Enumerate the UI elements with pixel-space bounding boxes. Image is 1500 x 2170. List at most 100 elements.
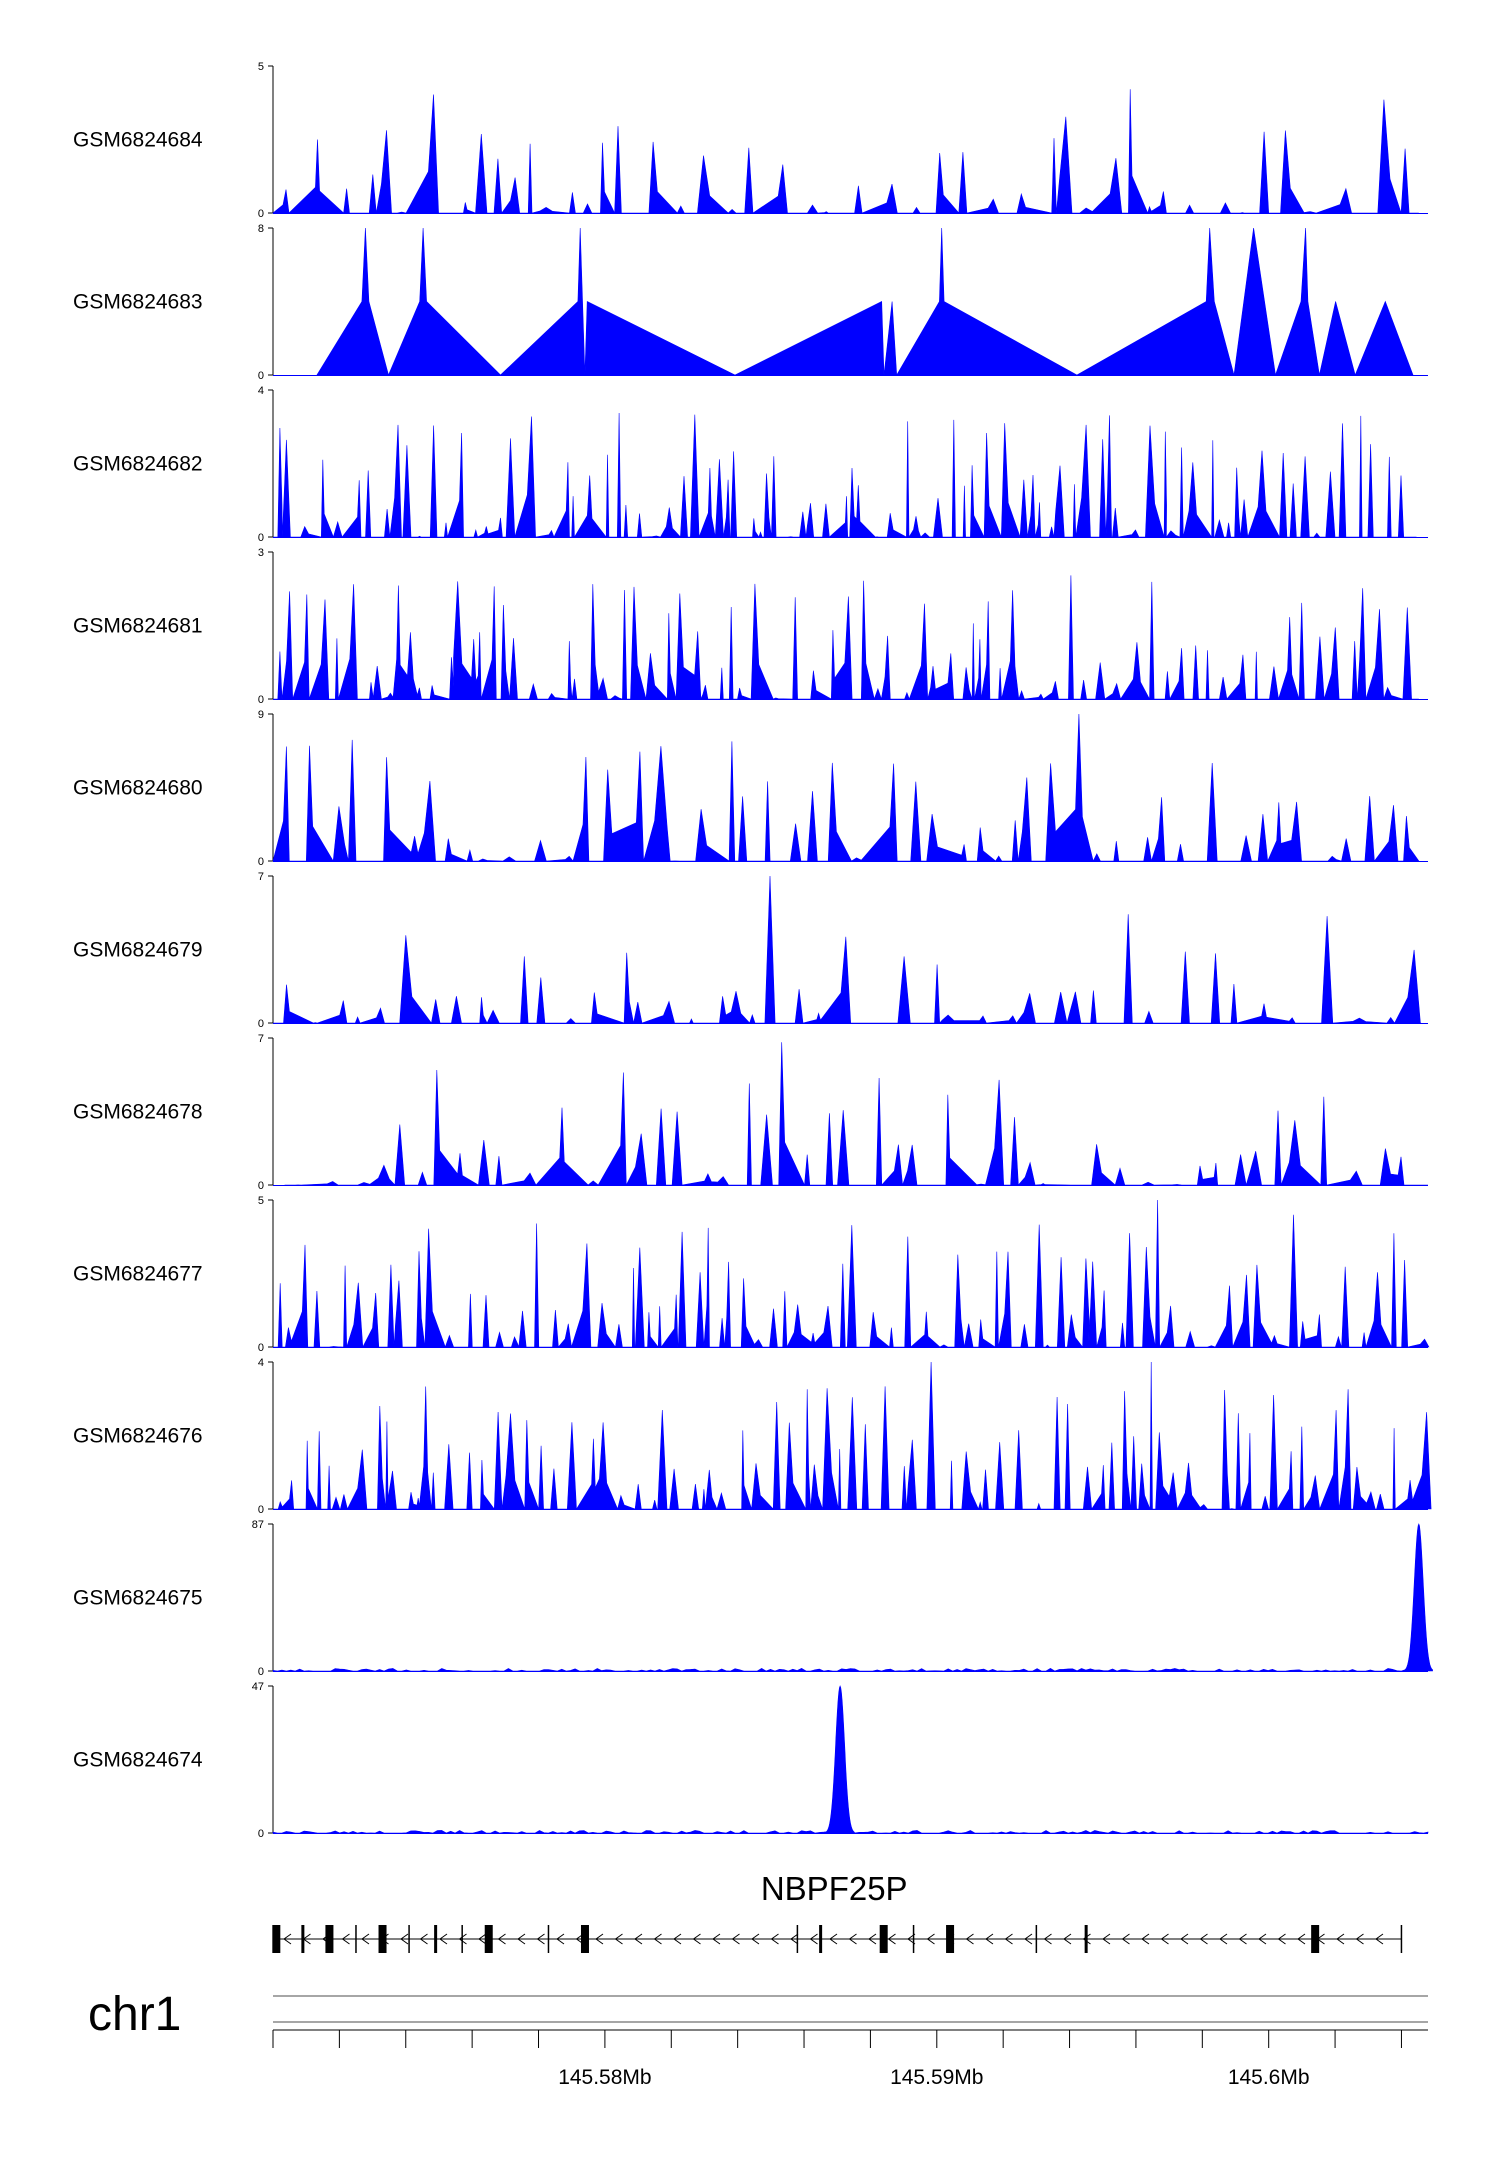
strand-arrow — [1121, 1933, 1130, 1945]
strand-arrow — [361, 1933, 370, 1945]
track-GSM6824683: GSM6824683 8 0 — [73, 223, 1428, 382]
track-GSM6824677: GSM6824677 5 0 — [73, 1195, 1430, 1354]
strand-arrow — [926, 1933, 935, 1945]
strand-arrow — [439, 1933, 448, 1945]
track-label: GSM6824675 — [73, 1587, 203, 1610]
track-label: GSM6824684 — [73, 129, 203, 152]
signal-area — [272, 1523, 1433, 1672]
track-ymin-label: 0 — [258, 1504, 264, 1516]
signal-area — [272, 89, 1419, 214]
gene-exon — [272, 1925, 281, 1953]
strand-arrow — [634, 1933, 643, 1945]
strand-arrow — [751, 1933, 760, 1945]
strand-arrow — [1199, 1933, 1208, 1945]
track-GSM6824681: GSM6824681 3 0 — [73, 547, 1428, 706]
signal-area — [273, 412, 1417, 539]
track-GSM6824675: GSM6824675 87 0 — [73, 1519, 1433, 1678]
track-ymax-label: 4 — [258, 1357, 264, 1369]
strand-arrow — [556, 1933, 565, 1945]
strand-arrow — [497, 1933, 506, 1945]
strand-arrow — [731, 1933, 740, 1945]
strand-arrow — [1082, 1933, 1091, 1945]
track-label: GSM6824676 — [73, 1425, 203, 1448]
strand-arrow — [1258, 1933, 1267, 1945]
genome-axis: chr1 145.58Mb 145.59Mb 145.6Mb — [88, 1988, 1428, 2089]
strand-arrow — [1297, 1933, 1306, 1945]
strand-arrow — [419, 1933, 428, 1945]
strand-arrow — [1160, 1933, 1169, 1945]
strand-arrow — [458, 1933, 467, 1945]
signal-area — [284, 1042, 1428, 1187]
gene-name-label: NBPF25P — [761, 1870, 908, 1907]
gene-exon — [301, 1925, 305, 1953]
track-ymin-label: 0 — [258, 370, 264, 382]
strand-arrow — [1180, 1933, 1189, 1945]
strand-arrow — [1219, 1933, 1228, 1945]
track-ymin-label: 0 — [258, 208, 264, 220]
strand-arrow — [1024, 1933, 1033, 1945]
gene-exon — [879, 1925, 888, 1953]
signal-area — [272, 713, 1420, 863]
signal-area — [273, 1199, 1430, 1349]
strand-arrow — [887, 1933, 896, 1945]
strand-arrow — [1004, 1933, 1013, 1945]
gene-exon — [325, 1925, 334, 1953]
track-GSM6824684: GSM6824684 5 0 — [73, 61, 1428, 220]
gene-exon — [819, 1925, 823, 1953]
track-ymax-label: 3 — [258, 547, 264, 559]
track-GSM6824676: GSM6824676 4 0 — [73, 1357, 1432, 1516]
strand-arrow — [517, 1933, 526, 1945]
track-ymin-label: 0 — [258, 1828, 264, 1840]
strand-arrow — [965, 1933, 974, 1945]
track-label: GSM6824678 — [73, 1101, 203, 1124]
gene-exon — [1311, 1925, 1320, 1953]
strand-arrow — [1355, 1933, 1364, 1945]
track-ymax-label: 4 — [258, 385, 264, 397]
track-GSM6824679: GSM6824679 7 0 — [73, 871, 1428, 1030]
track-label: GSM6824680 — [73, 777, 203, 800]
track-label: GSM6824682 — [73, 453, 203, 476]
chromosome-label: chr1 — [88, 1988, 181, 2041]
gene-exon — [434, 1925, 438, 1953]
track-ymin-label: 0 — [258, 694, 264, 706]
track-GSM6824678: GSM6824678 7 0 — [73, 1033, 1428, 1192]
strand-arrow — [1141, 1933, 1150, 1945]
track-GSM6824682: GSM6824682 4 0 — [73, 385, 1428, 544]
track-label: GSM6824683 — [73, 291, 203, 314]
strand-arrow — [868, 1933, 877, 1945]
gene-exon — [946, 1925, 955, 1953]
track-GSM6824674: GSM6824674 47 0 — [73, 1681, 1429, 1840]
track-ymax-label: 87 — [252, 1519, 264, 1531]
strand-arrow — [790, 1933, 799, 1945]
strand-arrow — [907, 1933, 916, 1945]
axis-tick-label: 145.59Mb — [890, 2066, 983, 2089]
track-label: GSM6824674 — [73, 1749, 203, 1772]
strand-arrow — [1043, 1933, 1052, 1945]
track-ymax-label: 9 — [258, 709, 264, 721]
strand-arrow — [283, 1933, 292, 1945]
signal-tracks: GSM682468450GSM682468380GSM682468240GSM6… — [73, 61, 1433, 1840]
axis-ticks: 145.58Mb 145.59Mb 145.6Mb — [272, 1995, 1428, 2089]
gene-exon — [580, 1925, 589, 1953]
signal-area — [272, 1685, 1429, 1834]
strand-arrow — [1063, 1933, 1072, 1945]
signal-area — [316, 227, 1414, 377]
strand-arrow — [1375, 1933, 1384, 1945]
axis-tick-label: 145.58Mb — [558, 2066, 651, 2089]
strand-arrow — [809, 1933, 818, 1945]
signal-area — [273, 875, 1422, 1024]
strand-arrow — [536, 1933, 545, 1945]
gene-exon — [484, 1925, 493, 1953]
track-ymin-label: 0 — [258, 1342, 264, 1354]
strand-arrow — [770, 1933, 779, 1945]
track-label: GSM6824677 — [73, 1263, 203, 1286]
track-ymax-label: 7 — [258, 1033, 264, 1045]
strand-arrow — [1336, 1933, 1345, 1945]
track-ymax-label: 8 — [258, 223, 264, 235]
gene-exon — [378, 1925, 387, 1953]
strand-arrow — [1102, 1933, 1111, 1945]
track-ymin-label: 0 — [258, 1018, 264, 1030]
strand-arrow — [478, 1933, 487, 1945]
strand-arrow — [829, 1933, 838, 1945]
